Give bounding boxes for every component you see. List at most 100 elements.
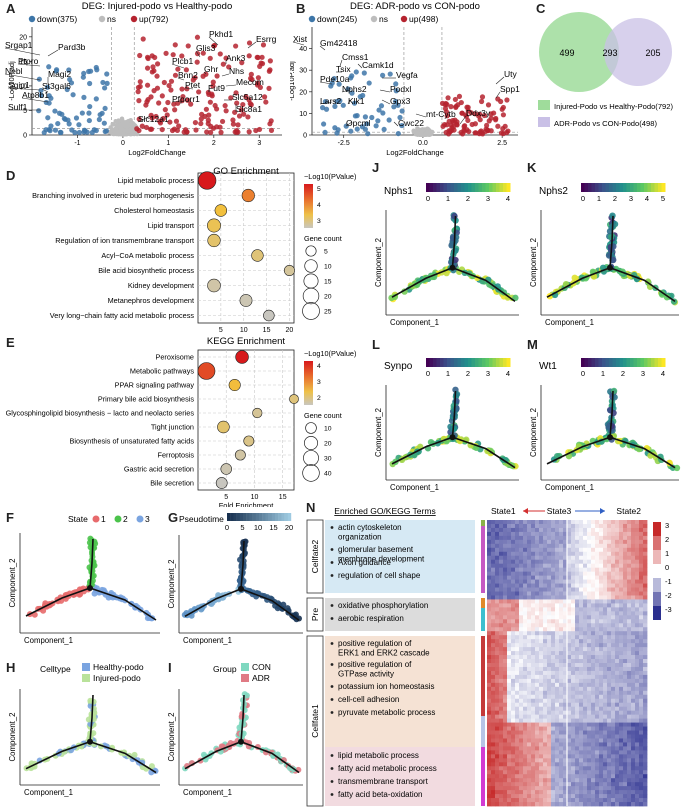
heatmap-cell [507, 702, 512, 708]
heatmap-cell [623, 583, 628, 588]
expression-colorbar-segment [492, 358, 497, 367]
heatmap-cell [507, 738, 512, 743]
heatmap-cell [619, 543, 624, 549]
expression-colorbar-segment [485, 183, 490, 192]
heatmap-cell [507, 539, 512, 545]
arrow-head-state2 [600, 508, 605, 514]
expression-colorbar-segment [503, 183, 507, 192]
heatmap-cell [551, 567, 556, 573]
heatmap-cell [623, 587, 628, 592]
heatmap-cell [639, 623, 644, 628]
up-point [168, 87, 174, 93]
heatmap-cell [591, 758, 596, 763]
heatmap-cell [527, 639, 532, 644]
heatmap-cell [563, 682, 568, 688]
branch-node [607, 434, 613, 441]
heatmap-cell [559, 643, 564, 648]
heatmap-cell [499, 559, 504, 565]
heatmap-cell [591, 627, 596, 632]
heatmap-cell [543, 591, 548, 596]
heatmap-cell [587, 579, 592, 584]
heatmap-cell [487, 551, 492, 557]
heatmap-cell [527, 535, 532, 541]
heatmap-cell [591, 643, 596, 648]
expression-colorbar-segment [609, 358, 613, 367]
heatmap-cell [611, 535, 616, 541]
heatmap-cell [571, 639, 576, 644]
heatmap-cell [615, 639, 620, 644]
heatmap-cell [599, 702, 604, 708]
expression-colorbar-segment [426, 358, 430, 367]
ns-point [117, 130, 122, 136]
heatmap-cell [519, 682, 524, 688]
x-tick-label-2: 15 [263, 327, 271, 334]
gene-label-up-0: Pkhd1 [209, 29, 233, 39]
heatmap-cell [603, 603, 608, 608]
heatmap-cell [619, 742, 624, 747]
heatmap-cell [643, 738, 648, 743]
heatmap-cell [619, 730, 624, 735]
expression-colorbar-segment [619, 358, 624, 367]
heatmap-cell [515, 651, 520, 656]
heatmap-cell [631, 611, 636, 616]
gene-label-up-1: Esrrg [256, 34, 277, 44]
expression-tick-4: 4 [645, 194, 649, 203]
heatmap-cell [547, 762, 552, 767]
heatmap-cell [531, 714, 536, 720]
heatmap-cell [515, 599, 520, 604]
heatmap-cell [631, 615, 636, 620]
gene-label-up-3: Ank3 [226, 53, 246, 63]
heatmap-cell [619, 770, 624, 775]
heatmap-cell [567, 670, 572, 676]
heatmap-cell [575, 523, 580, 529]
heatmap-cell [571, 686, 576, 692]
heatmap-cell [499, 623, 504, 628]
heatmap-cell [579, 710, 584, 716]
heatmap-cell [587, 714, 592, 720]
heatmap-cell [623, 551, 628, 557]
heatmap-cell [563, 647, 568, 652]
up-point [246, 97, 252, 103]
heatmap-cell [515, 742, 520, 747]
heatmap-cell [591, 726, 596, 731]
heatmap-cell [619, 686, 624, 692]
heatmap-cell [555, 670, 560, 676]
heatmap-cell [535, 579, 540, 584]
heatmap-cell [575, 746, 580, 751]
expression-colorbar-segment [492, 183, 497, 192]
up-point [198, 120, 204, 127]
heatmap-cell [599, 523, 604, 529]
x-tick-label-0: 5 [219, 327, 223, 334]
heatmap-cell [519, 758, 524, 763]
down-point [365, 131, 371, 137]
heatmap-cell [535, 682, 540, 688]
heatmap-cell [643, 543, 648, 549]
term-label-1: Branching involved in ureteric bud morph… [32, 191, 194, 200]
heatmap-cell [615, 571, 620, 577]
down-point [104, 80, 110, 86]
up-point [194, 59, 200, 65]
arrow-head-state1 [523, 508, 528, 514]
heatmap-cell [523, 666, 528, 672]
heatmap-cell [499, 655, 504, 660]
down-point [64, 86, 70, 93]
heatmap-cell [523, 563, 528, 569]
heatmap-cell [555, 539, 560, 545]
heatmap-cell [595, 738, 600, 743]
heatmap-cell [595, 659, 600, 664]
heatmap-cell [551, 611, 556, 616]
heatmap-cell [523, 647, 528, 652]
heatmap-cell [499, 738, 504, 743]
enrichment-dot-3 [207, 218, 221, 233]
heatmap-cell [507, 583, 512, 588]
heatmap-cell [583, 615, 588, 620]
up-point [212, 102, 218, 109]
expression-colorbar-segment [602, 183, 606, 192]
heatmap-cell [627, 523, 632, 529]
heatmap-cell [531, 770, 536, 775]
trajectory-branch-top [89, 538, 94, 589]
heatmap-cell [563, 563, 568, 569]
expression-colorbar-segment [433, 358, 437, 367]
heatmap-cell [487, 722, 492, 727]
size-legend-circle-0 [305, 422, 317, 434]
